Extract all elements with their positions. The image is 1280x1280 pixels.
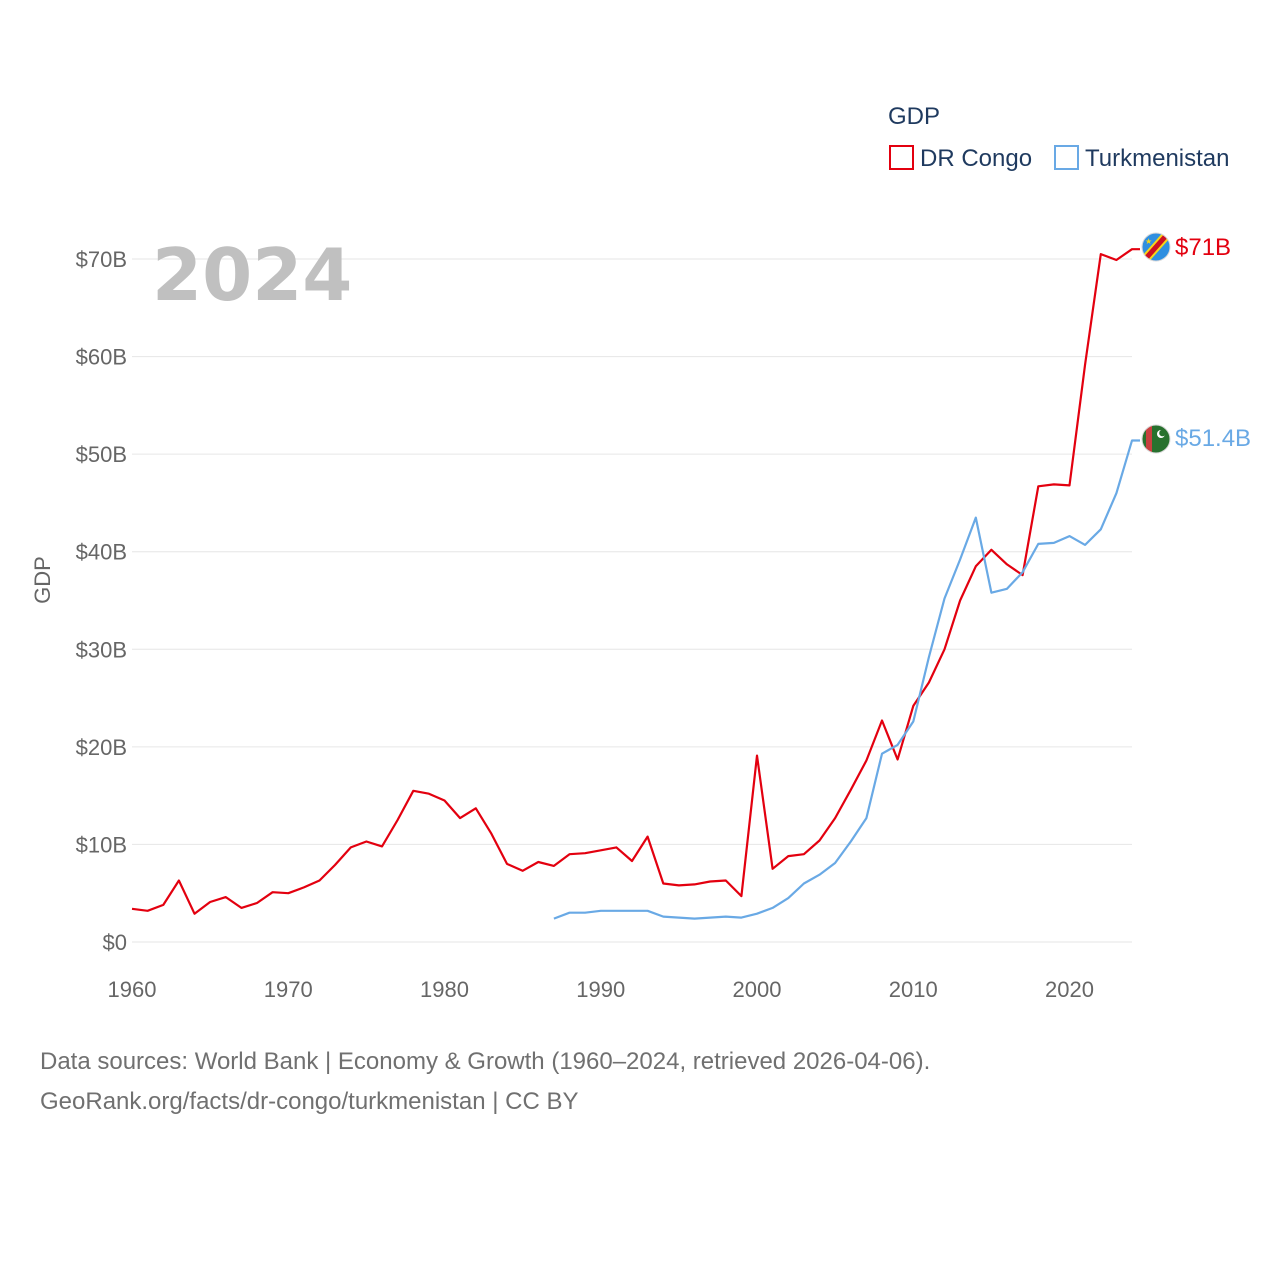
dr-congo-flag-icon: ★ — [1141, 232, 1171, 262]
y-tick-label: $0 — [103, 930, 127, 955]
y-tick-label: $50B — [76, 442, 127, 467]
x-tick-label: 1990 — [576, 977, 625, 1002]
y-tick-label: $70B — [76, 247, 127, 272]
footer-attribution[interactable]: GeoRank.org/facts/dr-congo/turkmenistan … — [40, 1088, 579, 1115]
y-tick-label: $60B — [76, 345, 127, 370]
svg-text:★: ★ — [1145, 237, 1152, 246]
year-watermark: 2024 — [152, 233, 352, 317]
x-tick-label: 2000 — [733, 977, 782, 1002]
end-label-turkmenistan: $51.4B — [1175, 425, 1251, 452]
y-tick-label: $20B — [76, 735, 127, 760]
y-tick-label: $30B — [76, 637, 127, 662]
legend-swatch-dr-congo — [889, 145, 914, 170]
x-tick-label: 1980 — [420, 977, 469, 1002]
y-axis-title: GDP — [30, 556, 55, 604]
footer: Data sources: World Bank | Economy & Gro… — [40, 1042, 930, 1122]
legend-label-dr-congo: DR Congo — [920, 145, 1032, 172]
legend-item-dr-congo[interactable]: DR Congo — [889, 145, 1032, 172]
x-tick-label: 1960 — [108, 977, 157, 1002]
turkmenistan-flag-icon — [1141, 424, 1171, 454]
legend-swatch-turkmenistan — [1054, 145, 1079, 170]
series-line-turkmenistan[interactable] — [553, 439, 1140, 920]
gdp-line-chart: GDP DR Congo Turkmenistan $0 $10B $20B $30B… — [30, 103, 1251, 1002]
x-axis-ticks: 1960 1970 1980 1990 2000 2010 2020 — [108, 977, 1094, 1002]
footer-sources: Data sources: World Bank | Economy & Gro… — [40, 1048, 931, 1075]
x-tick-label: 1970 — [264, 977, 313, 1002]
series-line-dr-congo[interactable] — [131, 248, 1140, 915]
x-tick-label: 2010 — [889, 977, 938, 1002]
y-gridlines — [132, 258, 1132, 943]
y-tick-label: $10B — [76, 832, 127, 857]
y-axis-ticks: $0 $10B $20B $30B $40B $50B $60B $70B — [76, 247, 127, 955]
x-tick-label: 2020 — [1045, 977, 1094, 1002]
legend-title: GDP — [888, 103, 940, 130]
end-label-dr-congo: $71B — [1175, 234, 1231, 261]
legend-item-turkmenistan[interactable]: Turkmenistan — [1054, 145, 1230, 172]
y-tick-label: $40B — [76, 540, 127, 565]
series-lines — [131, 248, 1140, 920]
legend: GDP DR Congo Turkmenistan — [888, 103, 1230, 172]
legend-label-turkmenistan: Turkmenistan — [1085, 145, 1230, 172]
